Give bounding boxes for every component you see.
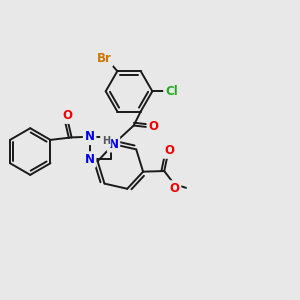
Text: N: N	[85, 153, 94, 166]
Text: N: N	[109, 138, 118, 151]
Text: Br: Br	[97, 52, 111, 65]
Text: Cl: Cl	[165, 85, 178, 98]
Text: O: O	[148, 120, 158, 133]
Text: H: H	[102, 136, 110, 146]
Text: O: O	[62, 109, 72, 122]
Text: O: O	[169, 182, 179, 195]
Text: N: N	[85, 130, 94, 143]
Text: O: O	[164, 144, 174, 157]
